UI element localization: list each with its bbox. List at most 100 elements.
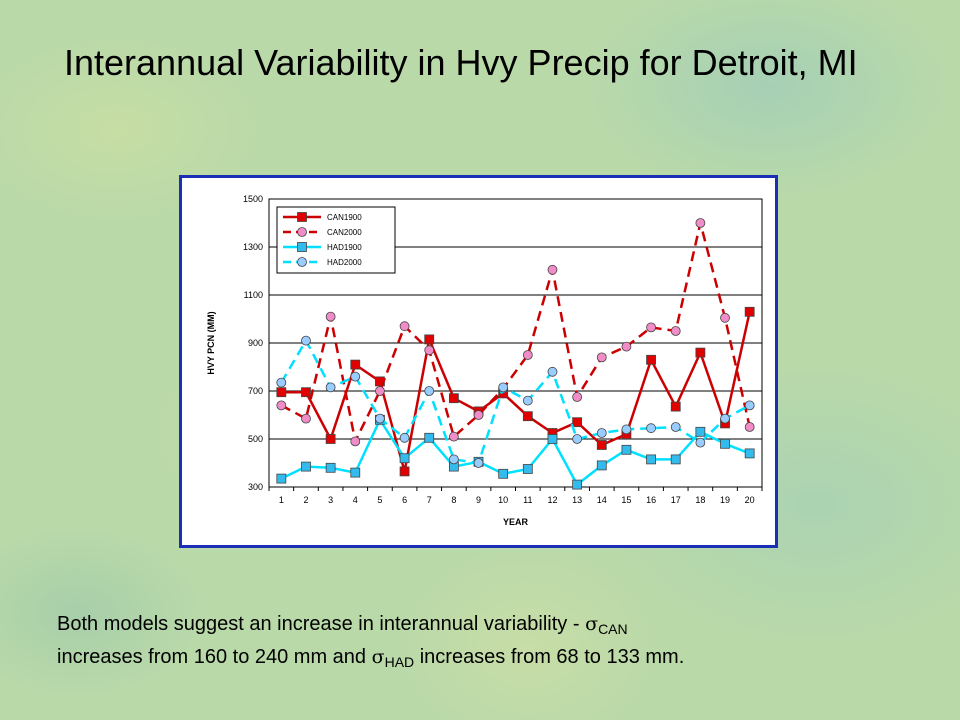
chart-frame: 300 500 700 900 1100 1300 1500 1 2 3 4 5 6 7 8 9 10 11 12 1…: [179, 175, 778, 548]
data-point-had2000: [695, 437, 706, 448]
sigma-symbol-can: σ: [585, 613, 599, 635]
x-tick-label: 15: [621, 495, 631, 505]
data-point-can2000: [424, 345, 435, 356]
x-tick-label: 1: [279, 495, 284, 505]
x-tick-label: 7: [427, 495, 432, 505]
data-point-can2000: [301, 413, 311, 424]
data-point-can1900: [448, 393, 459, 404]
x-tick-label: 8: [451, 495, 456, 505]
data-point-had1900: [646, 454, 656, 465]
data-point-had1900: [424, 432, 435, 443]
data-point-had2000: [325, 382, 336, 393]
data-point-can1900: [670, 401, 681, 412]
legend-marker-can2000: [297, 227, 307, 237]
data-point-had2000: [350, 371, 361, 382]
data-point-had2000: [621, 424, 632, 435]
x-tick-label: 11: [523, 495, 532, 505]
x-tick-label: 6: [402, 495, 407, 505]
data-point-had1900: [301, 461, 311, 472]
data-point-can1900: [301, 387, 311, 398]
x-axis-title: YEAR: [503, 517, 529, 527]
data-point-had1900: [596, 460, 607, 471]
x-tick-label: 2: [303, 495, 308, 505]
caption-text-2: increases from 160 to 240 mm and: [57, 646, 372, 668]
data-point-can2000: [720, 312, 730, 323]
x-tick-label: 5: [377, 495, 382, 505]
data-point-can2000: [547, 264, 558, 275]
data-point-can1900: [276, 387, 287, 398]
data-point-can2000: [522, 350, 533, 360]
caption-text-1: Both models suggest an increase in inter…: [57, 613, 586, 635]
data-point-can1900: [522, 411, 533, 422]
data-point-had1900: [720, 438, 730, 449]
series-line-had2000: [280, 339, 751, 465]
x-tick-label: 16: [646, 495, 656, 505]
x-tick-label: 20: [745, 495, 755, 505]
data-point-had2000: [572, 434, 583, 444]
x-tick-label: 4: [353, 495, 358, 505]
y-tick-label: 700: [248, 386, 263, 396]
data-point-had1900: [325, 462, 336, 473]
data-point-can2000: [744, 422, 755, 432]
subscript-had: HAD: [384, 654, 415, 670]
data-point-had1900: [744, 448, 755, 459]
data-point-had2000: [646, 423, 656, 434]
data-point-had1900: [276, 473, 287, 484]
data-point-had2000: [744, 400, 755, 411]
data-point-can1900: [399, 466, 410, 477]
caption: Both models suggest an increase in inter…: [57, 610, 937, 676]
caption-text-3: increases from 68 to 133 mm.: [414, 646, 685, 668]
data-point-can2000: [670, 326, 681, 336]
data-point-can1900: [646, 354, 656, 365]
data-point-had2000: [473, 458, 484, 468]
slide-title: Interannual Variability in Hvy Precip fo…: [64, 42, 858, 83]
x-tick-label: 10: [498, 495, 508, 505]
data-point-can2000: [473, 410, 484, 420]
data-point-had2000: [301, 335, 311, 346]
legend-marker-had1900: [297, 242, 307, 252]
data-point-had2000: [547, 366, 558, 377]
y-tick-label: 500: [248, 434, 263, 444]
x-tick-label: 17: [671, 495, 681, 505]
data-point-can2000: [695, 218, 706, 228]
data-point-had2000: [596, 428, 607, 438]
y-tick-label: 1100: [244, 290, 263, 300]
y-tick-label: 300: [248, 482, 263, 492]
data-point-can2000: [621, 341, 632, 352]
y-axis-title: HVY PCN (MM): [206, 311, 216, 374]
legend-label-had2000: HAD2000: [327, 258, 362, 267]
y-tick-label: 900: [248, 338, 263, 348]
x-tick-label: 13: [572, 495, 582, 505]
data-point-can2000: [448, 431, 459, 442]
data-point-had1900: [670, 454, 681, 465]
data-point-can1900: [744, 306, 755, 317]
data-point-had1900: [572, 479, 583, 490]
data-point-can2000: [596, 352, 607, 363]
x-tick-label: 14: [597, 495, 607, 505]
data-point-had1900: [350, 467, 361, 478]
data-point-can2000: [350, 436, 361, 447]
legend-marker-can1900: [297, 212, 307, 222]
x-tick-label: 19: [720, 495, 730, 505]
data-point-had1900: [547, 434, 558, 444]
x-tick-label: 12: [547, 495, 557, 505]
series-had1900: [276, 414, 755, 490]
data-point-can2000: [325, 311, 336, 322]
data-point-had1900: [399, 453, 410, 464]
data-point-can1900: [350, 359, 361, 370]
data-point-had2000: [720, 413, 730, 424]
legend-marker-had2000: [297, 257, 307, 267]
series-had2000: [276, 335, 755, 468]
data-point-had2000: [498, 382, 509, 393]
data-point-can2000: [399, 321, 410, 332]
data-point-can2000: [572, 392, 583, 402]
legend: CAN1900 CAN2000 HAD1900 HAD2000: [276, 206, 396, 274]
y-tick-label: 1500: [243, 194, 263, 204]
data-point-had2000: [399, 432, 410, 443]
legend-label-had1900: HAD1900: [327, 243, 362, 252]
data-point-can1900: [596, 440, 607, 450]
legend-label-can1900: CAN1900: [327, 213, 362, 222]
data-point-had2000: [375, 413, 385, 424]
x-tick-label: 3: [328, 495, 333, 505]
